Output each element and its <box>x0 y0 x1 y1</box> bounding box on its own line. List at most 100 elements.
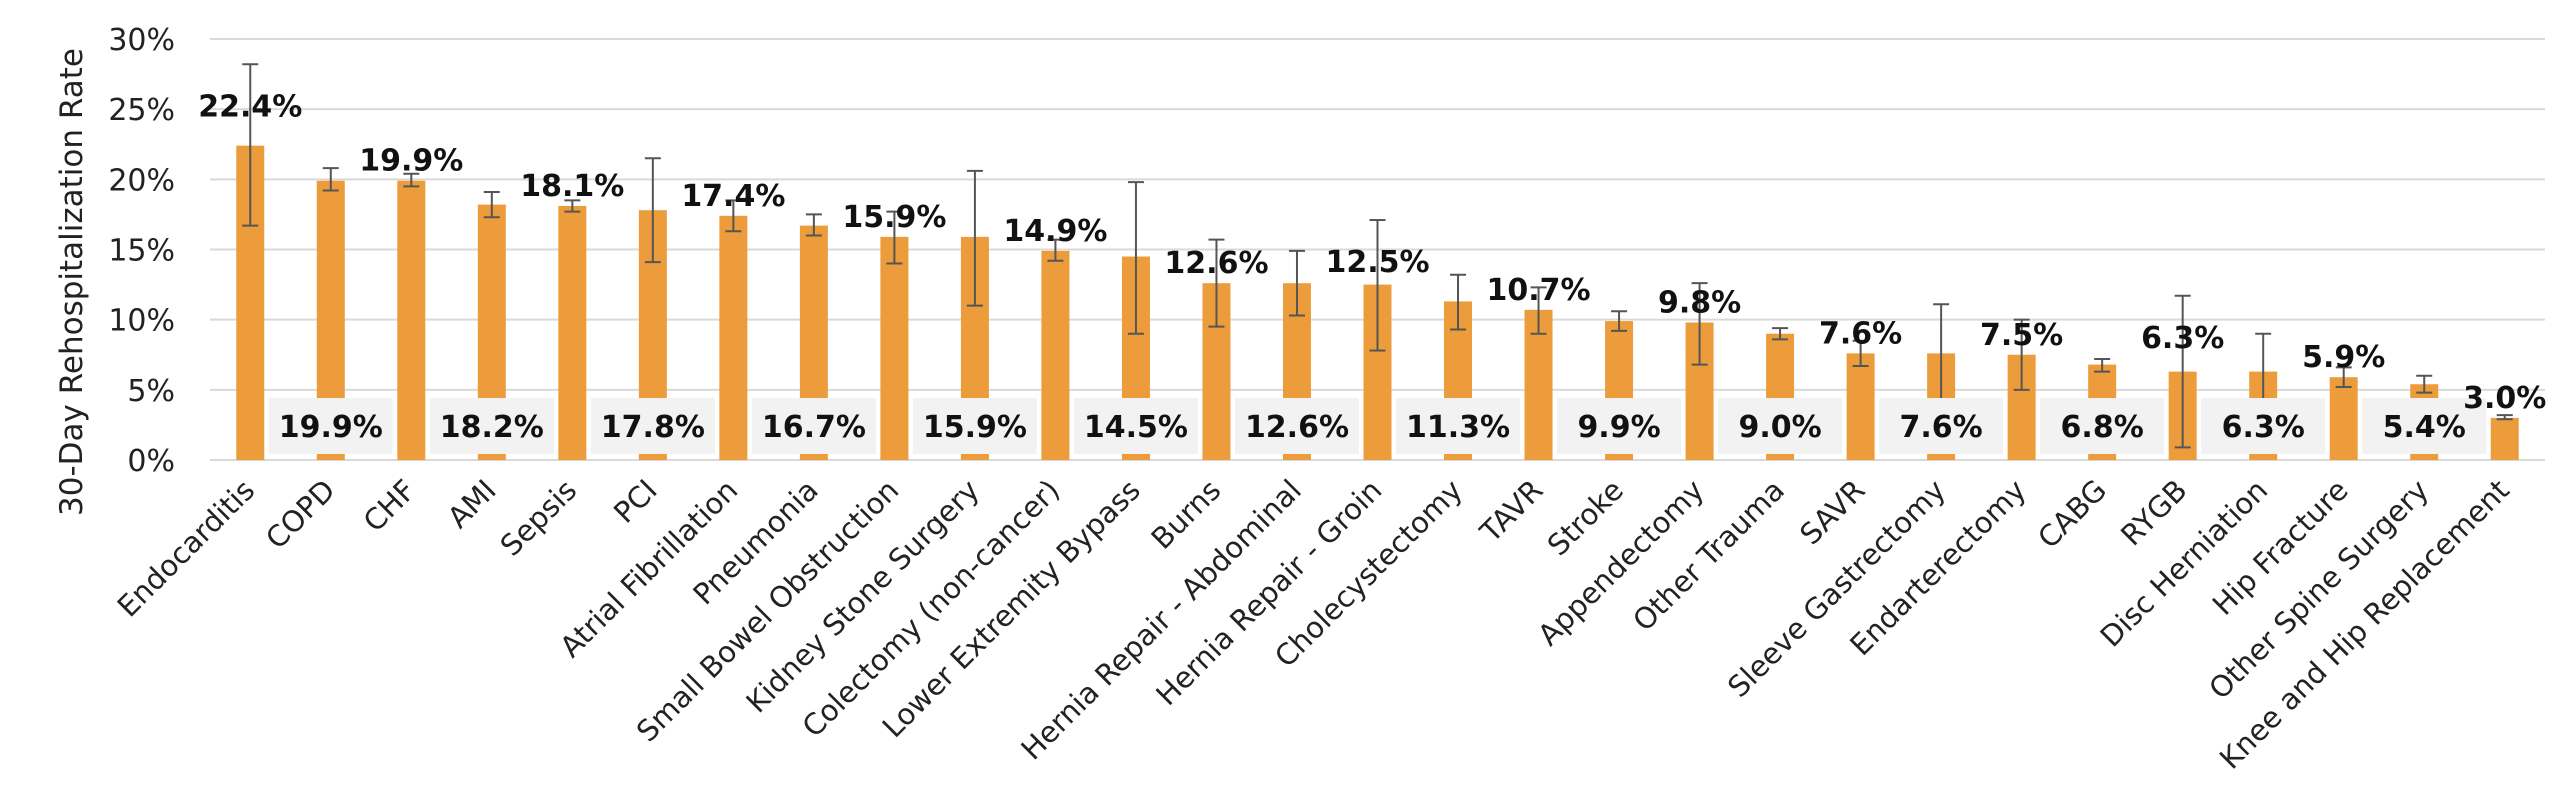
category-label: CABG <box>2031 473 2113 555</box>
bar <box>397 180 426 460</box>
top-value-label: 17.4% <box>681 179 785 214</box>
box-value-label: 11.3% <box>1396 398 1521 454</box>
box-value-bg <box>912 398 1037 454</box>
box-labels: 19.9% 18.2% 17.8% 16.7% 15.9% 14.5% 12.6% 11.3%… <box>268 398 2487 454</box>
top-value-label: 12.5% <box>1325 245 1429 280</box>
category-label: Knee and Hip Replacement <box>2213 473 2516 776</box>
box-value-text: 17.8% <box>601 410 705 445</box>
category-label: SAVR <box>1793 473 1871 551</box>
category-label: COPD <box>259 473 342 556</box>
error-bar <box>644 157 661 264</box>
error-bar <box>2013 318 2030 391</box>
top-value-label: 18.1% <box>520 169 624 204</box>
box-value-label: 18.2% <box>429 398 554 454</box>
top-value-labels: 22.4% 19.9% 18.1% 17.4% 15.9% 14.9% 12.6% 12.5%… <box>198 89 2546 416</box>
top-value-label: 22.4% <box>198 89 302 124</box>
error-bar <box>1530 286 1547 335</box>
error-bar <box>2094 357 2111 373</box>
box-value-bg <box>1396 398 1521 454</box>
error-bar <box>886 210 903 265</box>
error-bar <box>725 199 742 233</box>
box-value-bg <box>2362 398 2487 454</box>
box-value-text: 19.9% <box>279 410 383 445</box>
top-value-label: 3.0% <box>2463 381 2546 416</box>
box-value-label: 6.3% <box>2201 398 2326 454</box>
category-label: Endocarditis <box>111 473 262 624</box>
box-value-bg <box>2040 398 2165 454</box>
error-bar <box>1772 327 1789 341</box>
box-value-label: 17.8% <box>590 398 715 454</box>
error-bar <box>1611 310 1628 332</box>
box-value-bg <box>1879 398 2004 454</box>
box-value-text: 11.3% <box>1406 410 1510 445</box>
box-value-text: 15.9% <box>923 410 1027 445</box>
box-value-text: 14.5% <box>1084 410 1188 445</box>
box-value-label: 6.8% <box>2040 398 2165 454</box>
box-value-label: 12.6% <box>1234 398 1359 454</box>
category-label: PCI <box>607 473 664 530</box>
error-bar <box>966 169 983 307</box>
category-label: Sepsis <box>494 473 584 563</box>
y-axis-title: 30-Day Rehospitalization Rate <box>54 48 90 516</box>
bar <box>1846 353 1875 460</box>
top-value-label: 19.9% <box>359 144 463 179</box>
box-value-bg <box>590 398 715 454</box>
category-label: CHF <box>357 473 423 539</box>
box-value-text: 7.6% <box>1900 410 1983 445</box>
box-value-label: 15.9% <box>912 398 1037 454</box>
error-bar <box>1288 249 1305 317</box>
top-value-label: 15.9% <box>842 200 946 235</box>
box-value-bg <box>429 398 554 454</box>
box-value-label: 19.9% <box>268 398 393 454</box>
error-bar <box>483 190 500 219</box>
box-value-label: 14.5% <box>1073 398 1198 454</box>
box-value-text: 5.4% <box>2383 410 2466 445</box>
error-bar <box>1127 181 1144 335</box>
y-tick-label: 25% <box>108 93 175 128</box>
error-bar <box>2335 366 2352 389</box>
top-value-label: 10.7% <box>1486 273 1590 308</box>
box-value-text: 6.3% <box>2222 410 2305 445</box>
error-bar <box>1047 238 1064 262</box>
box-value-text: 9.0% <box>1738 410 1821 445</box>
error-bar <box>2496 414 2513 421</box>
y-axis-ticks: 0% 5% 10% 15% 20% 25% 30% <box>108 23 175 479</box>
box-value-label: 5.4% <box>2362 398 2487 454</box>
top-value-label: 5.9% <box>2302 340 2385 375</box>
top-value-label: 7.5% <box>1980 318 2063 353</box>
top-value-label: 12.6% <box>1164 246 1268 281</box>
box-value-label: 9.9% <box>1557 398 1682 454</box>
bar <box>719 215 748 460</box>
bar <box>880 236 909 460</box>
top-value-label: 6.3% <box>2141 321 2224 356</box>
error-bar <box>403 172 420 188</box>
box-value-bg <box>1234 398 1359 454</box>
error-bar <box>1852 339 1869 367</box>
y-tick-label: 5% <box>127 374 175 409</box>
bar <box>558 205 587 460</box>
box-value-text: 6.8% <box>2061 410 2144 445</box>
box-value-bg <box>2201 398 2326 454</box>
bar <box>1041 250 1070 460</box>
error-bars <box>242 63 2513 449</box>
box-value-bg <box>1718 398 1843 454</box>
error-bar <box>1450 273 1467 331</box>
error-bar <box>1691 282 1708 366</box>
box-value-label: 9.0% <box>1718 398 1843 454</box>
box-value-text: 16.7% <box>762 410 866 445</box>
box-value-label: 16.7% <box>751 398 876 454</box>
error-bar <box>805 213 822 237</box>
box-value-label: 7.6% <box>1879 398 2004 454</box>
box-value-bg <box>1557 398 1682 454</box>
top-value-label: 7.6% <box>1819 316 1902 351</box>
bar <box>2329 377 2358 460</box>
y-tick-label: 30% <box>108 23 175 58</box>
y-tick-label: 0% <box>127 444 175 479</box>
y-tick-label: 10% <box>108 304 175 339</box>
category-label: AMI <box>441 473 503 535</box>
bar <box>2490 417 2519 460</box>
box-value-text: 12.6% <box>1245 410 1349 445</box>
